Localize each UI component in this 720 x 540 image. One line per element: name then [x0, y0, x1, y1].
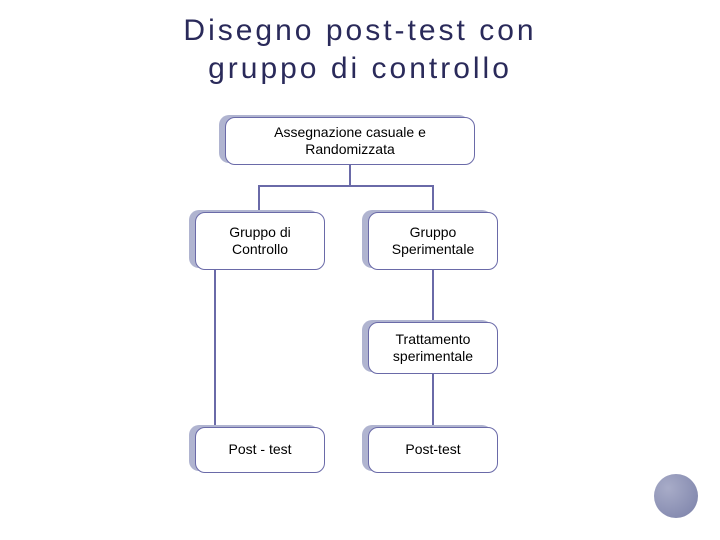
node-treatment: Trattamento sperimentale	[368, 322, 498, 374]
node-box: Post-test	[368, 427, 498, 473]
node-box: Gruppo Sperimentale	[368, 212, 498, 270]
connector	[258, 185, 260, 212]
node-label: Post - test	[228, 441, 291, 459]
connector	[214, 270, 216, 427]
connector	[432, 270, 434, 322]
page-title: Disegno post-test con gruppo di controll…	[0, 0, 720, 87]
node-label: Gruppo Sperimentale	[392, 224, 475, 259]
flowchart: Assegnazione casuale e Randomizzata Grup…	[0, 97, 720, 517]
node-label: Assegnazione casuale e Randomizzata	[274, 124, 426, 159]
connector	[258, 185, 434, 187]
connector	[432, 185, 434, 212]
connector	[349, 165, 351, 185]
title-line-1: Disegno post-test con	[183, 14, 536, 47]
decor-circle	[654, 474, 698, 518]
node-box: Trattamento sperimentale	[368, 322, 498, 374]
title-line-2: gruppo di controllo	[208, 52, 512, 85]
node-experimental: Gruppo Sperimentale	[368, 212, 498, 270]
node-box: Assegnazione casuale e Randomizzata	[225, 117, 475, 165]
node-root: Assegnazione casuale e Randomizzata	[225, 117, 475, 165]
node-label: Gruppo di Controllo	[229, 224, 290, 259]
node-label: Trattamento sperimentale	[393, 331, 473, 366]
node-control: Gruppo di Controllo	[195, 212, 325, 270]
node-post-right: Post-test	[368, 427, 498, 473]
node-post-left: Post - test	[195, 427, 325, 473]
node-box: Post - test	[195, 427, 325, 473]
node-box: Gruppo di Controllo	[195, 212, 325, 270]
node-label: Post-test	[405, 441, 460, 459]
connector	[432, 374, 434, 427]
